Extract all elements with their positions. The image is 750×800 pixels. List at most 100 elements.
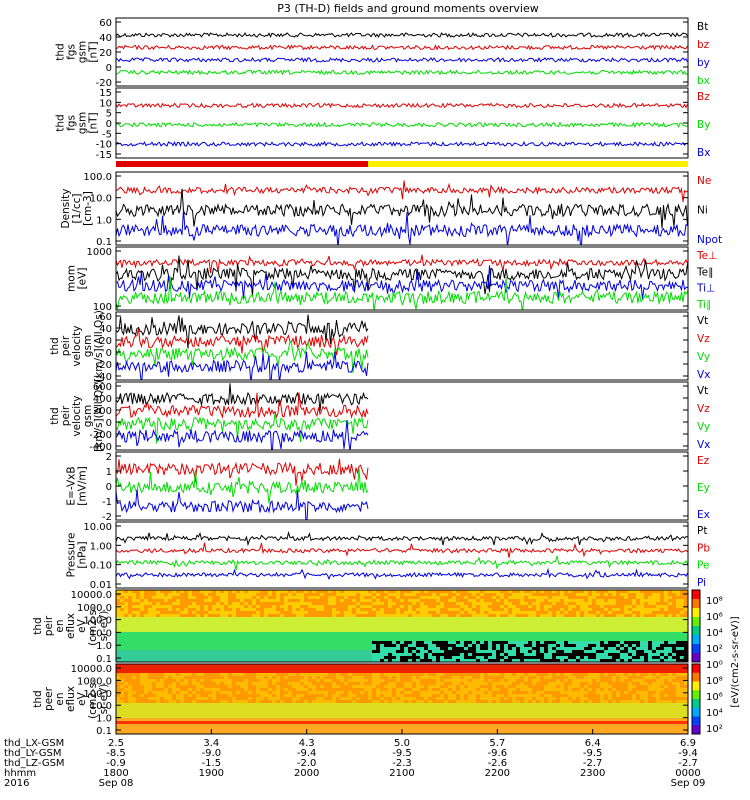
heat-cell: [188, 730, 192, 733]
heat-cell: [288, 590, 292, 593]
heat-cell: [504, 653, 508, 656]
heat-cell: [408, 641, 412, 644]
heat-cell: [540, 596, 544, 599]
heat-cell: [604, 620, 608, 623]
heat-cell: [188, 626, 192, 629]
heat-cell: [324, 685, 328, 688]
heat-cell: [296, 715, 300, 718]
heat-cell: [344, 647, 348, 650]
heat-cell: [160, 605, 164, 608]
heat-cell: [528, 653, 532, 656]
heat-cell: [508, 617, 512, 620]
heat-cell: [440, 596, 444, 599]
heat-cell: [176, 673, 180, 676]
heat-cell: [124, 679, 128, 682]
heat-cell: [216, 626, 220, 629]
heat-cell: [364, 608, 368, 611]
heat-cell: [136, 670, 140, 673]
heat-cell: [684, 602, 688, 605]
heat-cell: [336, 620, 340, 623]
heat-cell: [296, 673, 300, 676]
heat-cell: [340, 647, 344, 650]
heat-cell: [208, 724, 212, 727]
heat-cell: [136, 611, 140, 614]
heat-cell: [384, 614, 388, 617]
heat-cell: [328, 620, 332, 623]
heat-cell: [116, 596, 120, 599]
heat-cell: [264, 691, 268, 694]
heat-cell: [200, 670, 204, 673]
heat-cell: [656, 590, 660, 593]
heat-cell: [168, 667, 172, 670]
heat-cell: [344, 608, 348, 611]
heat-cell: [152, 632, 156, 635]
heat-cell: [656, 599, 660, 602]
heat-cell: [172, 596, 176, 599]
heat-cell: [156, 715, 160, 718]
heat-cell: [272, 721, 276, 724]
heat-cell: [140, 650, 144, 653]
heat-cell: [576, 617, 580, 620]
ylabel-fgs-gsm: gsm: [77, 112, 89, 134]
heat-cell: [256, 593, 260, 596]
heat-cell: [224, 688, 228, 691]
heat-cell: [580, 644, 584, 647]
heat-cell: [308, 596, 312, 599]
heat-cell: [276, 635, 280, 638]
heat-cell: [584, 656, 588, 659]
heat-cell: [284, 703, 288, 706]
heat-cell: [524, 647, 528, 650]
heat-cell: [136, 605, 140, 608]
heat-cell: [200, 691, 204, 694]
heat-cell: [640, 635, 644, 638]
heat-cell: [632, 617, 636, 620]
heat-cell: [468, 590, 472, 593]
heat-cell: [644, 605, 648, 608]
heat-cell: [596, 608, 600, 611]
heat-cell: [196, 617, 200, 620]
heat-cell: [332, 593, 336, 596]
heat-cell: [368, 641, 372, 644]
heat-cell: [476, 650, 480, 653]
heat-cell: [212, 629, 216, 632]
heat-cell: [224, 706, 228, 709]
heat-cell: [632, 656, 636, 659]
heat-cell: [272, 718, 276, 721]
heat-cell: [540, 629, 544, 632]
heat-cell: [224, 650, 228, 653]
heat-cell: [484, 590, 488, 593]
heat-cell: [616, 620, 620, 623]
heat-cell: [328, 653, 332, 656]
heat-cell: [672, 638, 676, 641]
heat-cell: [664, 617, 668, 620]
heat-cell: [584, 620, 588, 623]
heat-cell: [160, 718, 164, 721]
heat-cell: [400, 623, 404, 626]
heat-cell: [296, 664, 300, 667]
heat-cell: [328, 659, 332, 662]
ylabel-peir-eflux: thd: [32, 617, 44, 634]
series-line-by: [116, 56, 688, 63]
heat-cell: [200, 590, 204, 593]
heat-cell: [212, 635, 216, 638]
heat-cell: [284, 688, 288, 691]
heat-cell: [308, 653, 312, 656]
heat-cell: [660, 641, 664, 644]
heat-cell: [192, 694, 196, 697]
heat-cell: [296, 653, 300, 656]
heat-cell: [620, 614, 624, 617]
heat-cell: [252, 709, 256, 712]
heat-cell: [644, 638, 648, 641]
heat-cell: [684, 614, 688, 617]
heat-cell: [624, 602, 628, 605]
heat-cell: [296, 709, 300, 712]
heat-cell: [540, 611, 544, 614]
heat-cell: [496, 650, 500, 653]
heat-cell: [284, 667, 288, 670]
heat-cell: [292, 721, 296, 724]
heat-cell: [624, 599, 628, 602]
heat-cell: [488, 605, 492, 608]
heat-cell: [124, 638, 128, 641]
ytick-peir-eflux: 1.0: [96, 641, 112, 652]
heat-cell: [208, 673, 212, 676]
